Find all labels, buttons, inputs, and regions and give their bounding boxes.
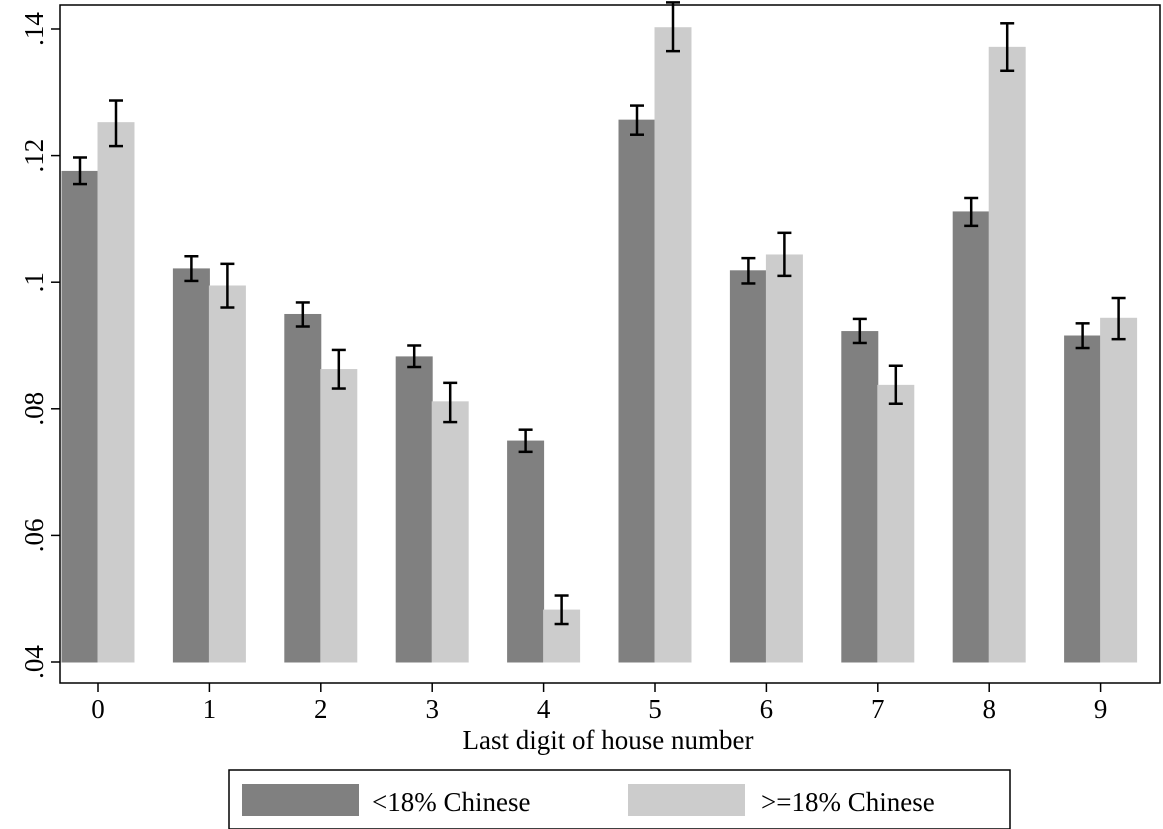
plot-area xyxy=(61,1,1138,663)
bar-series1-4 xyxy=(507,440,545,663)
bar-series1-8 xyxy=(952,211,990,663)
bar-series1-2 xyxy=(284,313,322,663)
x-tick-label-2: 2 xyxy=(314,694,328,724)
x-tick-label-0: 0 xyxy=(91,694,105,724)
x-tick-label-1: 1 xyxy=(203,694,217,724)
legend-swatch-series1 xyxy=(242,784,359,816)
bar-series1-0 xyxy=(61,170,99,663)
bar-series2-5 xyxy=(654,27,692,663)
bar-series2-6 xyxy=(765,254,803,663)
x-tick-label-9: 9 xyxy=(1094,694,1108,724)
y-tick-label-4: .12 xyxy=(19,139,49,173)
bar-series1-3 xyxy=(395,356,433,663)
legend-swatch-series2 xyxy=(628,784,745,816)
plot-frame xyxy=(59,4,1161,684)
bar-series2-3 xyxy=(431,401,469,663)
bar-series2-9 xyxy=(1100,317,1138,663)
y-tick-label-3: .1 xyxy=(19,272,49,292)
x-tick-label-3: 3 xyxy=(425,694,439,724)
bar-series2-1 xyxy=(208,285,246,663)
bar-series1-7 xyxy=(841,331,879,663)
y-tick-label-5: .14 xyxy=(19,12,49,46)
x-tick-label-8: 8 xyxy=(982,694,996,724)
y-tick-label-0: .04 xyxy=(19,645,49,679)
axes: 0 1 2 3 4 5 6 7 8 9 .04 .06 .08 .1 .12 .14 xyxy=(19,4,1161,724)
legend: <18% Chinese >=18% Chinese xyxy=(228,769,1011,829)
bar-series2-8 xyxy=(988,46,1026,663)
x-axis-title: Last digit of house number xyxy=(463,725,754,755)
bar-series2-2 xyxy=(320,369,358,663)
legend-box xyxy=(228,769,1011,829)
x-tick-label-6: 6 xyxy=(760,694,774,724)
x-tick-label-7: 7 xyxy=(871,694,885,724)
bar-series1-5 xyxy=(618,119,656,663)
y-tick-label-2: .08 xyxy=(19,392,49,426)
bar-series1-9 xyxy=(1064,335,1102,663)
bar-series2-7 xyxy=(877,384,915,663)
bar-series1-1 xyxy=(172,268,210,663)
bar-series2-0 xyxy=(97,122,135,663)
legend-label-series1: <18% Chinese xyxy=(372,787,530,817)
x-tick-label-4: 4 xyxy=(537,694,551,724)
x-tick-label-5: 5 xyxy=(648,694,662,724)
bar-series1-6 xyxy=(729,270,767,663)
y-tick-label-1: .06 xyxy=(19,519,49,553)
legend-label-series2: >=18% Chinese xyxy=(761,787,935,817)
